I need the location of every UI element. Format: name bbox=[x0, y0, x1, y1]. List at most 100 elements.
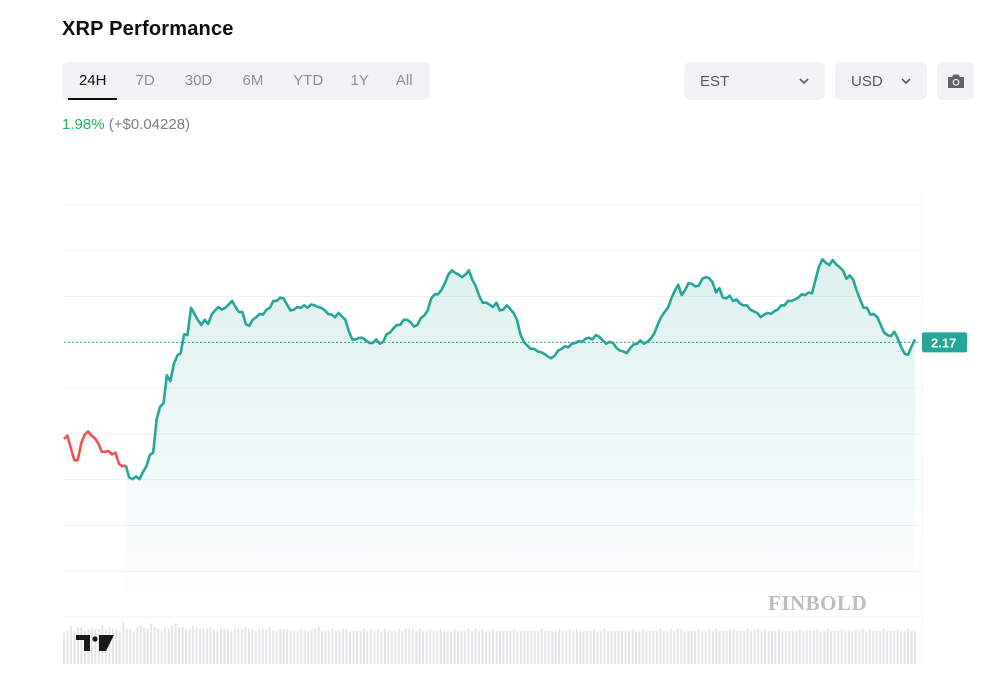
volume-bar bbox=[436, 630, 439, 664]
volume-bar bbox=[90, 627, 93, 664]
volume-bar bbox=[467, 629, 470, 664]
volume-bar bbox=[914, 630, 916, 664]
volume-bar bbox=[328, 630, 331, 664]
tab-6m[interactable]: 6M bbox=[242, 72, 264, 89]
volume-bar bbox=[638, 630, 641, 664]
volume-bar bbox=[143, 627, 146, 664]
volume-bar bbox=[485, 630, 488, 664]
volume-bar bbox=[781, 630, 784, 664]
volume-bar bbox=[561, 630, 564, 664]
volume-bar bbox=[317, 627, 320, 664]
volume-bar bbox=[481, 629, 484, 664]
volume-bar bbox=[331, 629, 334, 664]
volume-bar bbox=[261, 629, 264, 664]
volume-bar bbox=[900, 630, 903, 664]
volume-bar bbox=[662, 630, 665, 664]
volume-bar bbox=[286, 629, 289, 664]
volume-bar bbox=[771, 630, 774, 664]
volume-bar bbox=[296, 630, 299, 664]
price-line-up bbox=[124, 258, 917, 481]
volume-bar bbox=[882, 629, 885, 664]
volume-bar bbox=[812, 630, 815, 664]
volume-bar bbox=[830, 630, 833, 664]
volume-bar bbox=[837, 630, 840, 664]
volume-bar bbox=[805, 630, 808, 664]
volume-bar bbox=[739, 630, 742, 664]
tab-7d[interactable]: 7D bbox=[135, 72, 155, 89]
volume-bar bbox=[586, 630, 589, 664]
volume-bar bbox=[160, 630, 163, 664]
volume-bar bbox=[715, 629, 718, 664]
tab-ytd[interactable]: YTD bbox=[293, 72, 324, 89]
volume-bar bbox=[593, 629, 596, 664]
volume-bar bbox=[816, 629, 819, 664]
volume-bar bbox=[547, 630, 550, 664]
volume-bar bbox=[199, 629, 202, 664]
volume-bar bbox=[495, 630, 498, 664]
volume-bar bbox=[408, 629, 411, 664]
volume-bar bbox=[784, 630, 787, 664]
volume-bar bbox=[634, 630, 637, 664]
volume-bar bbox=[73, 630, 76, 664]
volume-bar bbox=[380, 630, 383, 664]
volume-bar bbox=[791, 630, 794, 664]
volume-bar bbox=[795, 630, 798, 664]
volume-bar bbox=[753, 629, 756, 664]
tab-1y[interactable]: 1Y bbox=[350, 72, 369, 89]
volume-bar bbox=[708, 629, 711, 664]
volume-bar bbox=[868, 629, 871, 664]
volume-bar bbox=[345, 629, 348, 664]
volume-bar bbox=[118, 630, 121, 664]
volume-bar bbox=[150, 623, 153, 664]
currency-select[interactable]: USD bbox=[835, 62, 927, 100]
volume-bar bbox=[757, 629, 760, 664]
volume-bar bbox=[655, 630, 658, 664]
timezone-select[interactable]: EST bbox=[684, 62, 825, 100]
volume-bar bbox=[303, 630, 306, 664]
volume-bar bbox=[80, 627, 83, 664]
volume-bar bbox=[537, 630, 540, 664]
tab-30d[interactable]: 30D bbox=[184, 72, 213, 89]
volume-bar bbox=[610, 630, 613, 664]
volume-bar bbox=[244, 627, 247, 664]
volume-bar bbox=[132, 630, 135, 664]
screenshot-button[interactable] bbox=[937, 62, 974, 100]
volume-bar bbox=[97, 629, 100, 664]
volume-bar bbox=[94, 629, 97, 664]
volume-bar bbox=[415, 630, 418, 664]
volume-bar bbox=[802, 630, 805, 664]
volume-bar bbox=[63, 632, 65, 664]
volume-bar bbox=[544, 630, 547, 664]
volume-bar bbox=[903, 630, 906, 664]
volume-bar bbox=[519, 630, 522, 664]
volume-bar bbox=[268, 627, 271, 664]
volume-bar bbox=[265, 629, 268, 664]
volume-bar bbox=[736, 630, 739, 664]
volume-bar bbox=[157, 629, 160, 664]
volume-bar bbox=[460, 630, 463, 664]
volume-bar bbox=[641, 629, 644, 664]
volume-bar bbox=[293, 630, 296, 664]
volume-bar bbox=[108, 627, 111, 664]
volume-bar bbox=[725, 630, 728, 664]
volume-bar bbox=[478, 630, 481, 664]
volume-bar bbox=[178, 627, 181, 664]
currency-value: USD bbox=[851, 72, 883, 90]
volume-bar bbox=[450, 630, 453, 664]
volume-bar bbox=[390, 630, 393, 664]
volume-bar bbox=[624, 630, 627, 664]
tab-all[interactable]: All bbox=[395, 72, 413, 89]
tab-24h[interactable]: 24H bbox=[66, 62, 119, 100]
volume-bar bbox=[851, 630, 854, 664]
volume-bar bbox=[471, 630, 474, 664]
volume-bar bbox=[279, 629, 282, 664]
volume-bar bbox=[516, 630, 519, 664]
volume-bar bbox=[896, 629, 899, 664]
volume-bar bbox=[247, 629, 250, 664]
volume-bar bbox=[164, 627, 167, 664]
volume-bar bbox=[750, 630, 753, 664]
volume-bar bbox=[886, 630, 889, 664]
volume-bar bbox=[526, 630, 529, 664]
volume-bar bbox=[676, 629, 679, 664]
volume-bar bbox=[171, 625, 174, 664]
